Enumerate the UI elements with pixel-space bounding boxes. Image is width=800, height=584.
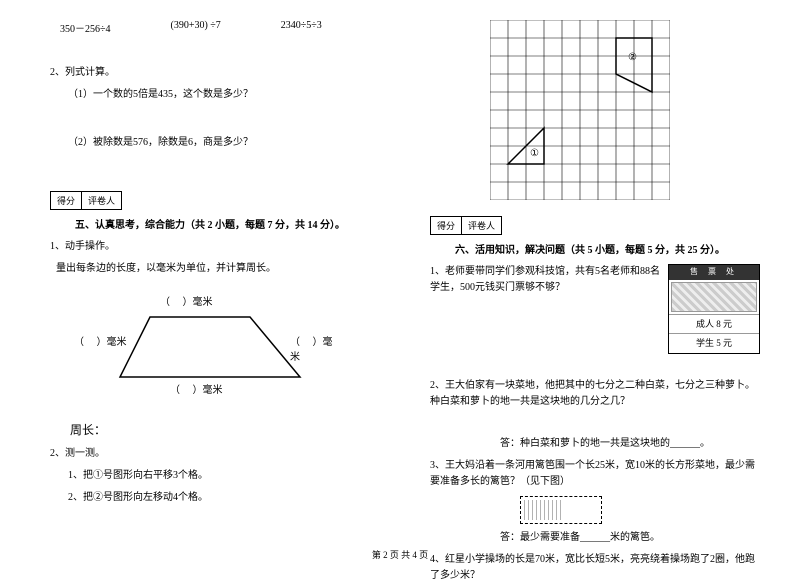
svg-text:②: ②	[628, 52, 637, 63]
r-q3-ans: 答：最少需要准备______米的篱笆。	[500, 530, 760, 546]
ticket-adult: 成人 8 元	[669, 314, 759, 333]
perimeter-label: 周长：	[70, 421, 380, 440]
grid-svg: ①②	[490, 20, 670, 200]
trapezoid-svg	[110, 307, 310, 387]
r-q2: 2、王大伯家有一块菜地，他把其中的七分之二种白菜，七分之三种萝卜。种白菜和萝卜的…	[430, 378, 760, 410]
ticket-image	[671, 282, 757, 312]
score-box-6: 得分 评卷人	[430, 216, 502, 235]
page-footer: 第 2 页 共 4 页	[0, 548, 800, 561]
grader-label: 评卷人	[82, 192, 121, 209]
section-5-title: 五、认真思考，综合能力（共 2 小题，每题 7 分，共 14 分）。	[40, 216, 380, 231]
q2-1: （1）一个数的5倍是435，这个数是多少？	[68, 87, 380, 103]
score-box-5: 得分 评卷人	[50, 191, 122, 210]
svg-text:①: ①	[530, 148, 539, 159]
grader-label-6: 评卷人	[462, 217, 501, 234]
q2-head: 2、列式计算。	[50, 65, 380, 81]
section-6-title: 六、活用知识，解决问题（共 5 小题，每题 5 分，共 25 分）。	[420, 241, 760, 256]
q2b-1: 1、把①号图形向右平移3个格。	[68, 468, 380, 484]
expr-2: (390+30) ÷7	[171, 20, 221, 35]
score-label-6: 得分	[431, 217, 462, 234]
q2-2: （2）被除数是576，除数是6，商是多少？	[68, 135, 380, 151]
ticket-box: 售 票 处 成人 8 元 学生 5 元	[668, 264, 760, 354]
expr-1: 350－256÷4	[60, 20, 111, 35]
op-sub: 量出每条边的长度，以毫米为单位，并计算周长。	[56, 261, 380, 277]
ticket-title: 售 票 处	[669, 265, 759, 280]
r-q3: 3、王大妈沿着一条河用篱笆围一个长25米，宽10米的长方形菜地，最少需要准备多长…	[430, 458, 760, 490]
q2b-2: 2、把②号图形向左移动4个格。	[68, 490, 380, 506]
r-q2-ans: 答：种白菜和萝卜的地一共是这块地的______。	[500, 436, 760, 452]
op-head: 1、动手操作。	[50, 239, 380, 255]
ticket-student: 学生 5 元	[669, 333, 759, 352]
expr-3: 2340÷5÷3	[281, 20, 322, 35]
grid-figure: ①②	[490, 20, 690, 200]
r-q1: 售 票 处 成人 8 元 学生 5 元 1、老师要带同学们参观科技馆，共有5名老…	[430, 264, 760, 296]
trapezoid-figure: （ ）毫米 （ ）毫米 （ ）毫米 （ ）毫米	[80, 287, 340, 407]
score-label: 得分	[51, 192, 82, 209]
fence-figure	[520, 496, 602, 524]
q2b-head: 2、测一测。	[50, 446, 380, 462]
